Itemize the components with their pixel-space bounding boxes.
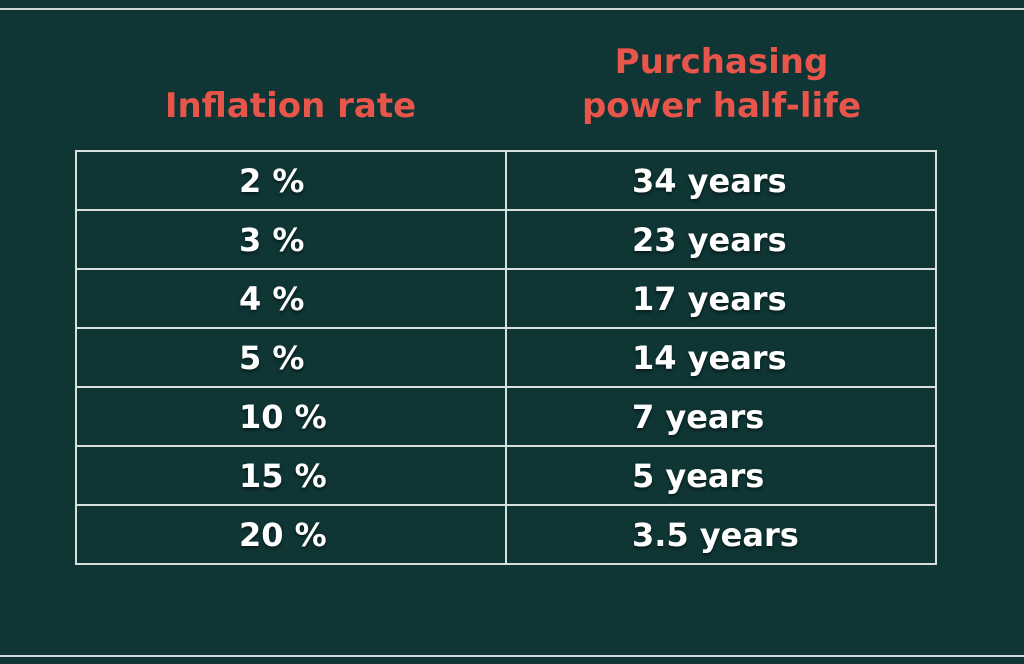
header-half-life-line1: Purchasing — [614, 42, 829, 82]
table-row: 4 % 17 years — [75, 268, 938, 329]
inflation-rate-cell: 20 % — [75, 504, 507, 565]
table-header: Inflation rate Purchasing power half-lif… — [75, 32, 937, 142]
table-row: 5 % 14 years — [75, 327, 938, 388]
inflation-rate-cell: 2 % — [75, 150, 507, 211]
table-row: 3 % 23 years — [75, 209, 938, 270]
inflation-rate-cell: 10 % — [75, 386, 507, 447]
half-life-cell: 17 years — [504, 268, 938, 329]
bottom-divider — [0, 655, 1024, 657]
half-life-cell: 3.5 years — [504, 504, 938, 565]
half-life-cell: 34 years — [504, 150, 938, 211]
inflation-rate-cell: 4 % — [75, 268, 507, 329]
top-divider — [0, 8, 1024, 10]
inflation-rate-cell: 5 % — [75, 327, 507, 388]
inflation-table: 2 % 34 years 3 % 23 years 4 % 17 years 5 % 14 y… — [75, 150, 938, 565]
half-life-cell: 23 years — [504, 209, 938, 270]
table-row: 15 % 5 years — [75, 445, 938, 506]
half-life-cell: 14 years — [504, 327, 938, 388]
table-row: 20 % 3.5 years — [75, 504, 938, 565]
header-inflation-rate-label: Inflation rate — [164, 86, 417, 126]
header-half-life: Purchasing power half-life — [506, 40, 937, 128]
table-row: 2 % 34 years — [75, 150, 938, 211]
inflation-rate-cell: 15 % — [75, 445, 507, 506]
half-life-cell: 5 years — [504, 445, 938, 506]
table-row: 10 % 7 years — [75, 386, 938, 447]
header-inflation-rate: Inflation rate — [75, 84, 506, 128]
header-half-life-line2: power half-life — [581, 86, 862, 126]
inflation-rate-cell: 3 % — [75, 209, 507, 270]
half-life-cell: 7 years — [504, 386, 938, 447]
